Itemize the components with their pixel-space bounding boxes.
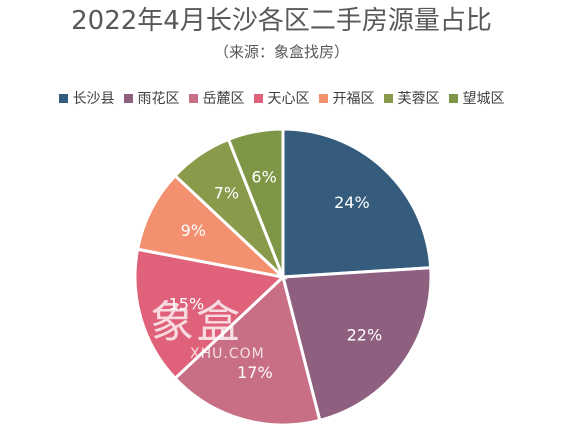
legend-swatch xyxy=(123,93,133,103)
legend-label: 长沙县 xyxy=(72,91,115,107)
pie-slice-3 xyxy=(172,274,322,427)
legend-label: 开福区 xyxy=(332,91,375,107)
pie-slice-label-1: 24% xyxy=(334,193,370,212)
pie-slice-label-4: 15% xyxy=(169,295,205,314)
pie-slice-label-3: 17% xyxy=(237,363,273,382)
legend-label: 望城区 xyxy=(462,91,505,107)
legend-label: 雨花区 xyxy=(137,91,180,107)
legend-item-changshaxian: 长沙县 xyxy=(58,88,115,108)
legend-swatch xyxy=(58,93,68,103)
legend-label: 芙蓉区 xyxy=(397,91,440,107)
chart-legend: 长沙县 雨花区 岳麓区 天心区 开福区 芙蓉区 望城区 xyxy=(0,88,563,108)
pie-slice-label-6: 7% xyxy=(214,183,239,202)
chart-title: 2022年4月长沙各区二手房源量占比 xyxy=(71,6,492,36)
pie-slice-label-2: 22% xyxy=(347,326,383,345)
legend-item-yuelu: 岳麓区 xyxy=(188,88,245,108)
legend-label: 岳麓区 xyxy=(202,91,245,107)
legend-label: 天心区 xyxy=(267,91,310,107)
pie-slice-2 xyxy=(281,266,433,423)
legend-swatch xyxy=(253,93,263,103)
legend-item-kaifu: 开福区 xyxy=(318,88,375,108)
pie-slice-7 xyxy=(226,127,285,278)
pie-slice-label-7: 6% xyxy=(251,168,276,187)
legend-swatch xyxy=(318,93,328,103)
legend-swatch xyxy=(448,93,458,103)
legend-item-wangcheng: 望城区 xyxy=(448,88,505,108)
legend-swatch xyxy=(383,93,393,103)
pie-slice-1 xyxy=(281,127,433,279)
chart-subtitle: （来源：象盒找房） xyxy=(213,43,349,61)
legend-item-yuhua: 雨花区 xyxy=(123,88,180,108)
legend-item-tianxin: 天心区 xyxy=(253,88,310,108)
pie-slice-label-5: 9% xyxy=(181,221,206,240)
pie-slice-5 xyxy=(135,173,288,280)
pie-slice-4 xyxy=(133,247,287,381)
legend-item-furong: 芙蓉区 xyxy=(383,88,440,108)
legend-swatch xyxy=(188,93,198,103)
